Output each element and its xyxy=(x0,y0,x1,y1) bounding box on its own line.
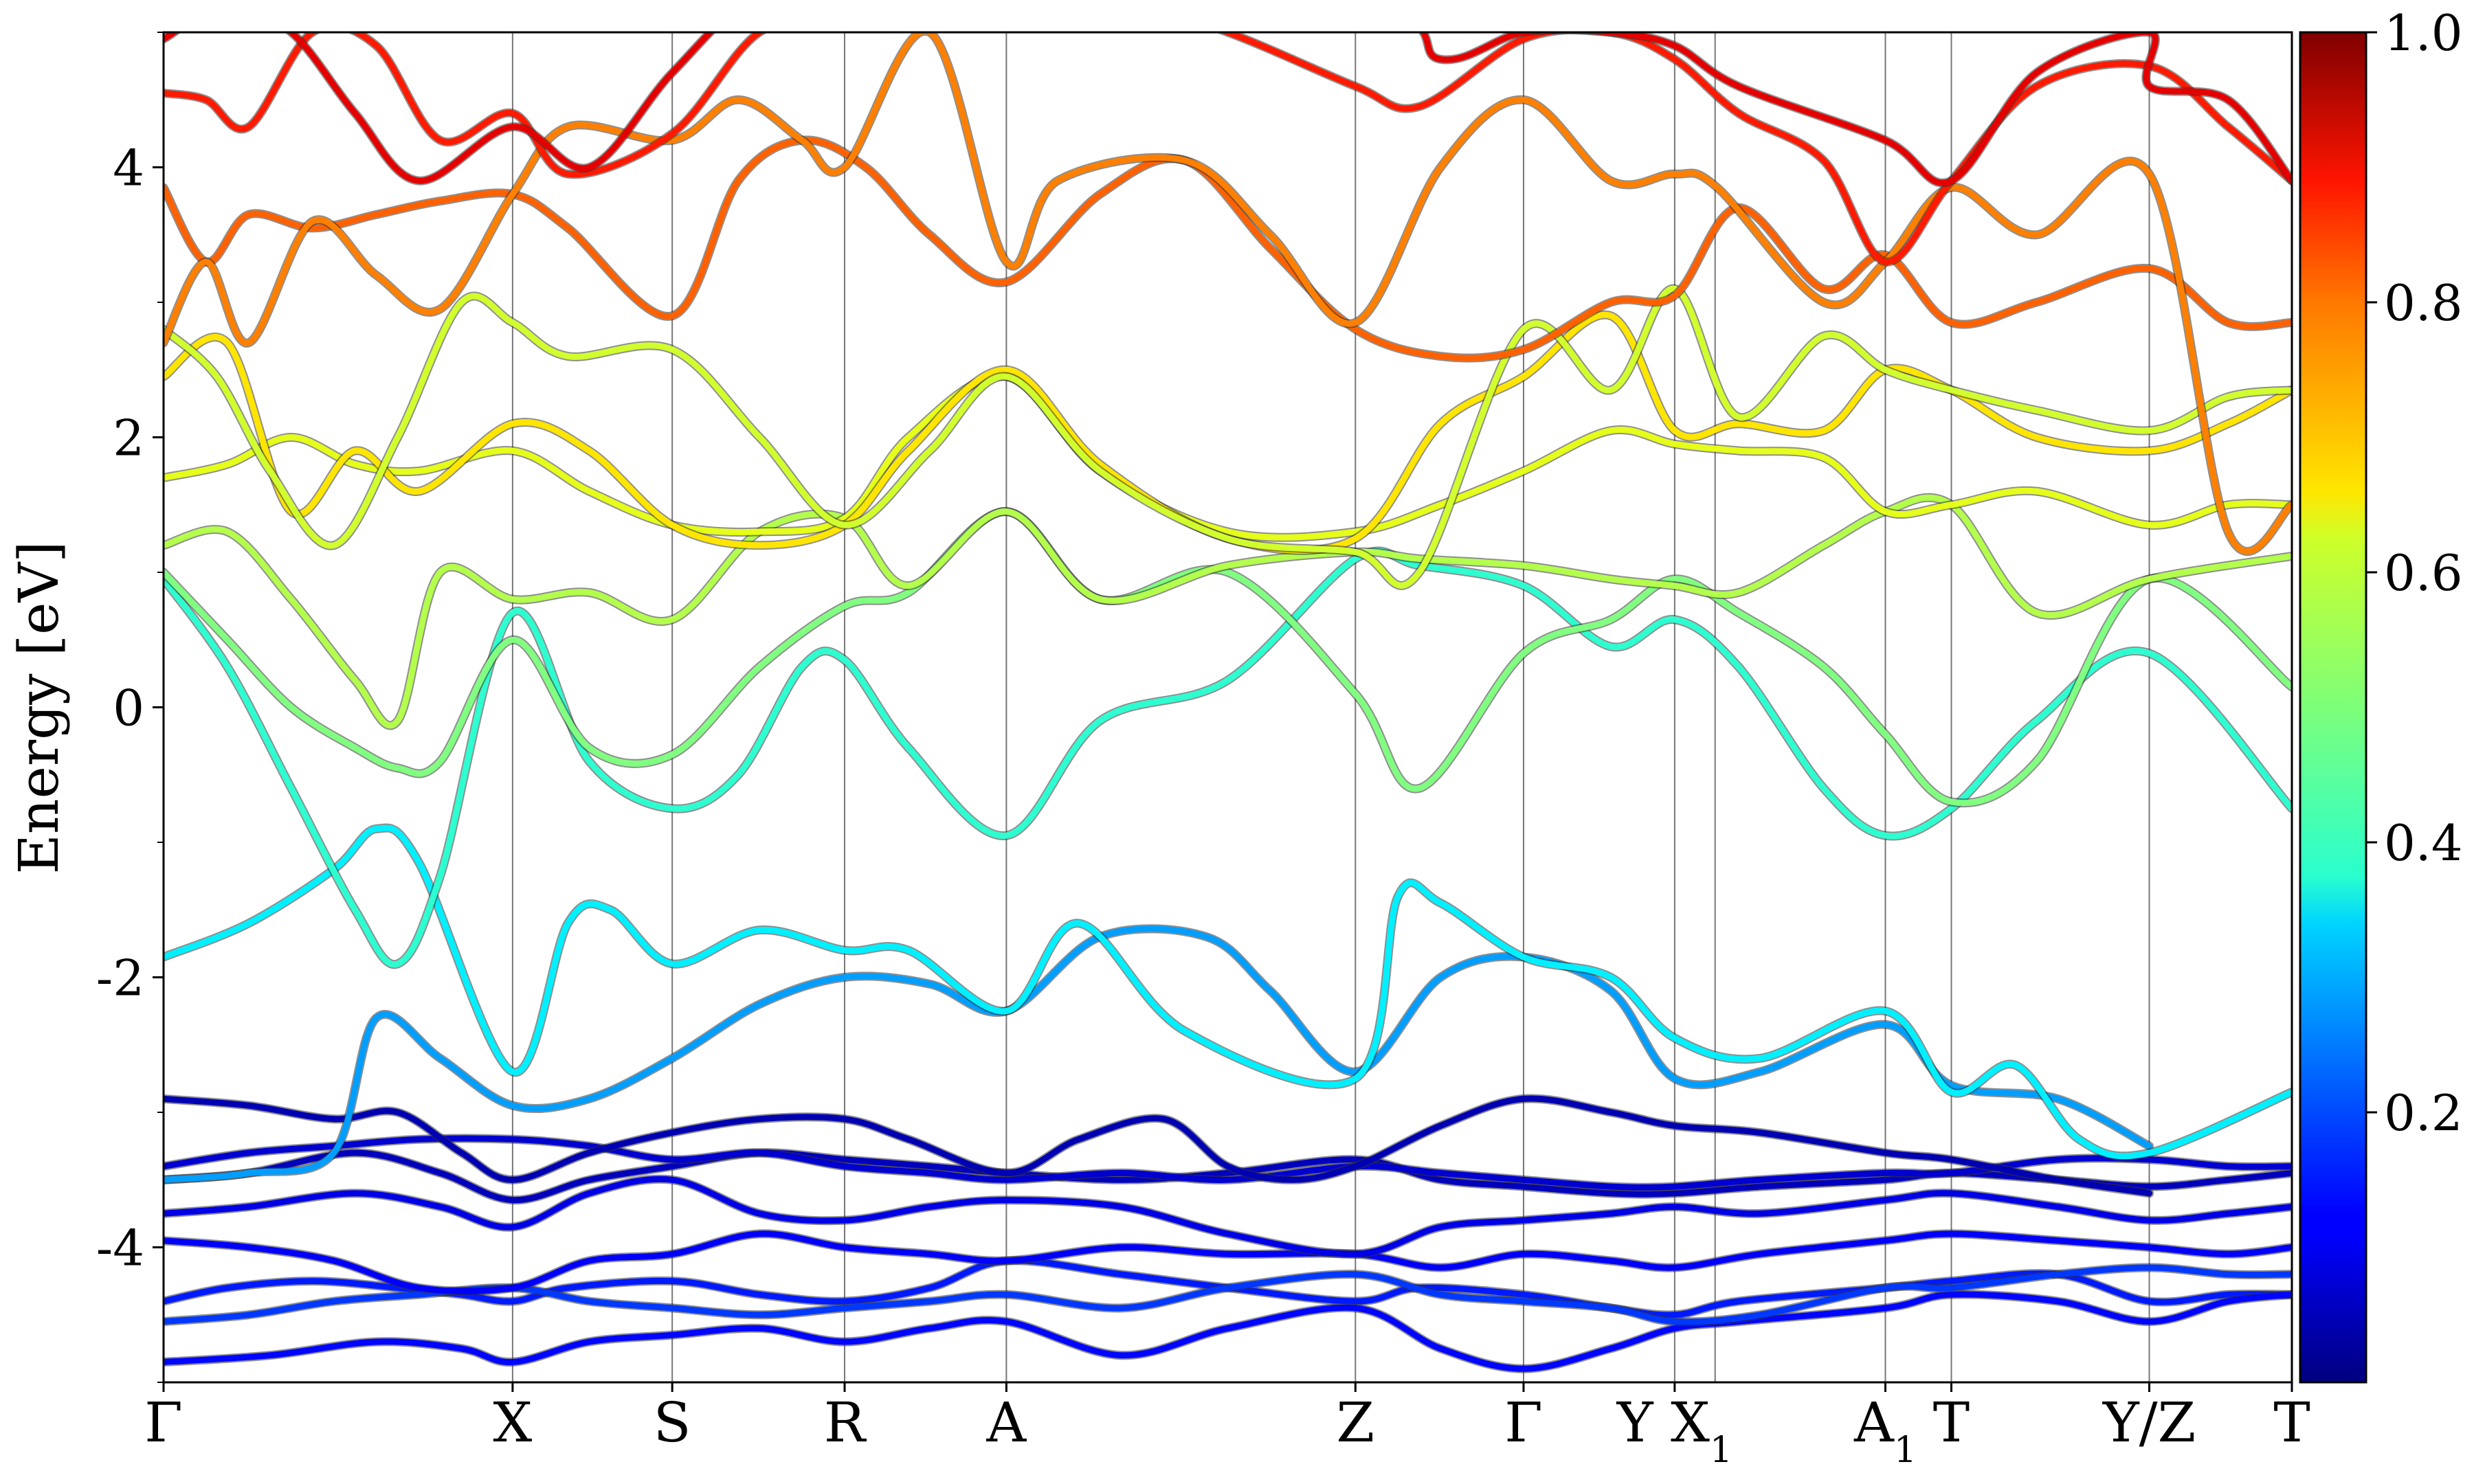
x-tick-label: Y X1 xyxy=(1616,1391,1732,1471)
colorbar-tick-label: 0.2 xyxy=(2384,1084,2463,1142)
band-line xyxy=(164,32,2292,186)
band-line-outline xyxy=(164,546,2292,969)
band-line xyxy=(164,372,2292,541)
band-line-outline xyxy=(164,310,2292,555)
band-line-outline xyxy=(164,823,2292,1161)
y-tick-label: -4 xyxy=(96,1219,144,1277)
colorbar-tick-label: 0.6 xyxy=(2384,544,2463,602)
band-line xyxy=(164,285,2292,589)
y-tick-label: 4 xyxy=(113,139,144,197)
band-line-outline xyxy=(164,32,2292,267)
band-line xyxy=(164,1176,2292,1257)
band-line xyxy=(164,1230,2292,1294)
colorbar-tick-label: 0.4 xyxy=(2384,814,2463,872)
band-line xyxy=(164,311,2292,554)
band-line xyxy=(164,548,2292,968)
band-line xyxy=(164,824,2292,1160)
x-tick-label: A1 xyxy=(1853,1391,1917,1471)
colorbar-ticks: 0.2 0.4 0.6 0.8 1.0 xyxy=(2366,4,2463,1142)
band-line xyxy=(164,1135,2292,1191)
band-line-outline xyxy=(164,32,2292,556)
band-line xyxy=(164,32,2292,265)
y-axis-ticks: -4 -2 0 2 4 xyxy=(96,32,164,1383)
x-tick-label: S xyxy=(654,1391,691,1454)
band-line xyxy=(164,1095,2152,1197)
colorbar-tick-label: 0.8 xyxy=(2384,274,2463,332)
x-axis-ticks: Γ X S R A Z Γ Y X1 A1 T Y/Z T xyxy=(144,1382,2310,1471)
bands xyxy=(164,32,2292,1373)
x-tick-label: A xyxy=(986,1391,1027,1454)
colorbar: 0.2 0.4 0.6 0.8 1.0 xyxy=(2299,4,2463,1384)
band-line-outline xyxy=(164,507,2292,808)
y-axis-label: Energy [eV] xyxy=(7,541,71,875)
y-tick-label: 0 xyxy=(113,679,144,737)
y-tick-label: 2 xyxy=(113,409,144,467)
colorbar-gradient xyxy=(2299,31,2367,1384)
x-tick-label: T xyxy=(2273,1391,2310,1454)
x-tick-label: X xyxy=(493,1391,532,1454)
colorbar-tick-label: 1.0 xyxy=(2384,4,2463,62)
band-line xyxy=(164,1257,2292,1318)
band-line xyxy=(164,925,2152,1183)
x-tick-label: Z xyxy=(1337,1391,1375,1454)
band-line xyxy=(164,508,2292,807)
x-tick-label: Γ xyxy=(1504,1391,1543,1454)
x-tick-label: Y/Z xyxy=(2102,1391,2196,1454)
x-tick-label: T xyxy=(1933,1391,1970,1454)
x-tick-label: Γ xyxy=(144,1391,183,1454)
y-tick-label: -2 xyxy=(96,949,144,1007)
x-tick-label: R xyxy=(824,1391,867,1454)
band-line xyxy=(164,1291,2292,1372)
band-line xyxy=(164,32,2292,555)
